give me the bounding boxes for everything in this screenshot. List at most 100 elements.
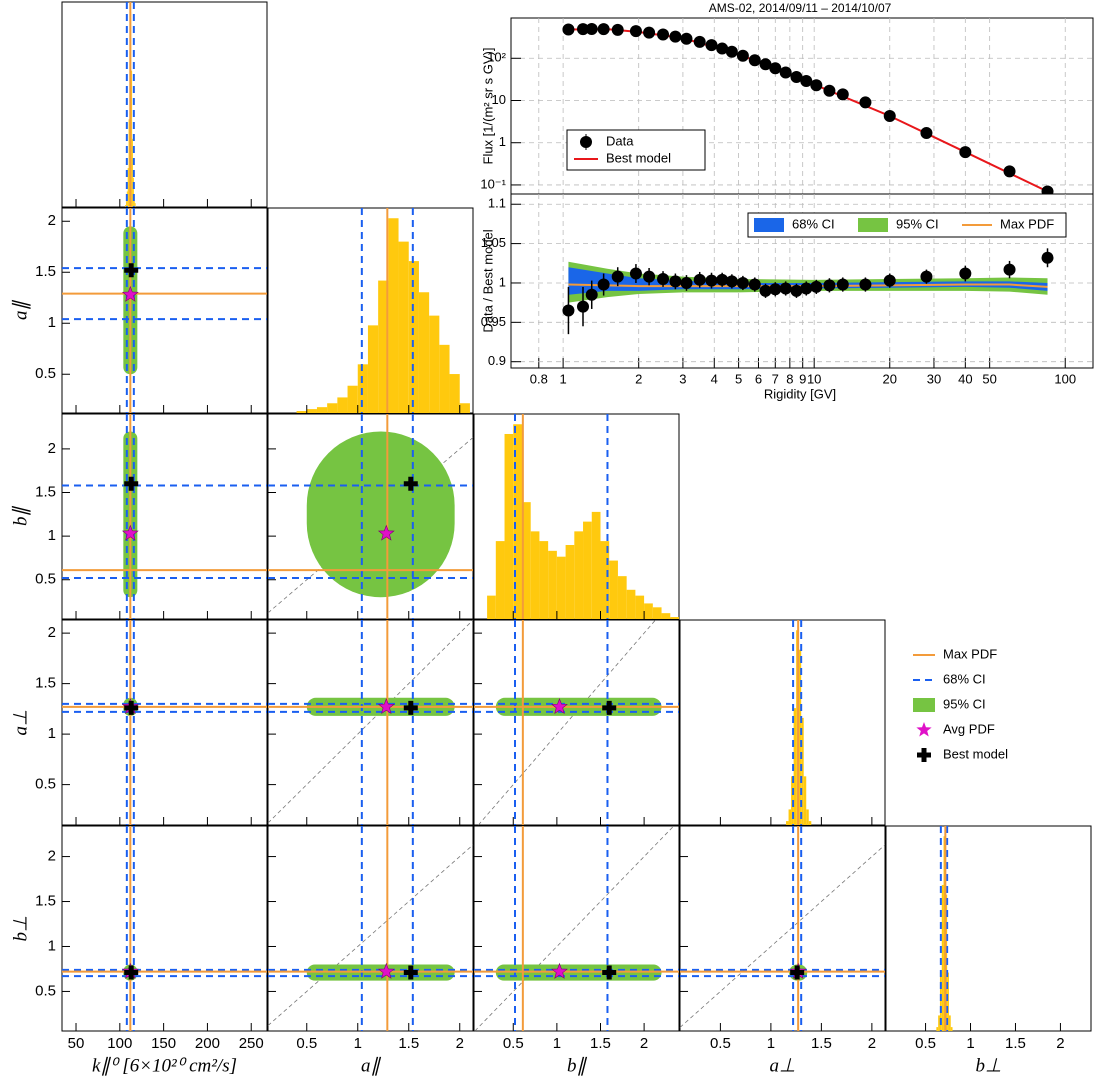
diagonal-guide [478,619,656,826]
x-tick-label: 40 [958,371,972,386]
y-tick-label: 0.5 [35,571,56,588]
data-point [836,88,849,101]
x-tick-label: 1 [560,371,567,386]
histogram-bar [459,403,470,413]
data-point [562,23,575,36]
y-tick-label: 1 [48,527,56,544]
data-point [716,273,729,286]
y-tick-label: 0.5 [35,365,56,382]
y-tick-label: 1.05 [481,235,506,250]
avg-pdf-marker [121,285,139,302]
data-point [1041,251,1054,264]
y-tick-label: 2 [48,440,56,457]
best-model-marker [124,263,139,278]
data-point [657,273,670,286]
avg-pdf-marker [377,524,395,541]
x-axis-label: a∥ [361,1055,382,1076]
data-point [716,42,729,55]
best-model-marker [403,965,418,980]
x-axis-label: a⊥ [769,1055,795,1076]
histogram-bar [600,541,610,619]
data-point [643,26,656,39]
data-point [790,71,803,84]
data-point [823,84,836,97]
legend-label: 68% CI [792,216,835,231]
y-tick-label: 0.5 [35,982,56,999]
y-tick-label: 1.5 [35,483,56,500]
data-point [759,58,772,71]
histogram-bar [306,409,317,413]
legend-box [566,129,706,171]
x-tick-label: 2 [456,1035,464,1052]
data-point [836,278,849,291]
data-point [643,270,656,283]
legend-swatch [913,698,935,712]
data-point [883,274,896,287]
histogram-bar [439,344,450,413]
data-point [562,304,575,317]
x-tick-label: 0.5 [710,1035,731,1052]
x-tick-label: 100 [107,1035,132,1052]
data-point [748,278,761,291]
histogram-bar [418,292,430,413]
panel [61,825,268,1032]
histogram-bar [530,531,540,619]
x-tick-label: 3 [679,371,686,386]
legend-label: Max PDF [943,646,997,661]
histogram-bar [801,717,804,825]
y-tick-label: 1 [48,937,56,954]
chart-title: AMS-02, 2014/09/11 – 2014/10/07 [709,1,892,15]
best-model-marker [403,700,418,715]
legend-swatch [754,218,784,232]
data-point [883,109,896,122]
histogram-bar [539,541,549,619]
x-tick-label: 9 [799,371,806,386]
x-tick-label: 2 [640,1035,648,1052]
histogram-bar [635,595,645,619]
data-point [920,270,933,283]
histogram-bar [788,809,792,825]
histogram-bar [556,556,566,619]
best-model-marker [602,700,617,715]
data-point [629,267,642,280]
histogram-bar [939,972,942,1031]
x-tick-label: 250 [239,1035,264,1052]
x-tick-label: 150 [151,1035,176,1052]
best-model-marker [124,476,139,491]
avg-pdf-marker [121,524,139,541]
legend-label: 68% CI [943,671,986,686]
data-point [577,300,590,313]
histogram-bar [591,511,601,619]
data-point [779,66,792,79]
best-model-marker [124,700,139,715]
histogram-bar [936,1027,939,1031]
legend-label: Best model [606,150,671,165]
histogram-bar [316,407,328,413]
histogram-bar [357,364,368,413]
legend-swatch [916,722,932,737]
histogram-bar [378,280,389,413]
y-axis-label: b⊥ [10,915,31,941]
data-point [790,284,803,297]
histogram-bar [617,576,627,619]
x-tick-label: 2 [868,1035,876,1052]
data-point [810,79,823,92]
data-point [693,35,706,48]
histogram-bar [337,397,348,413]
legend-swatch [858,218,888,232]
data-point [920,126,933,139]
data-point [680,32,693,45]
best-model-marker [790,965,805,980]
histogram-bar [134,203,136,207]
histogram-bar [128,119,130,207]
histogram-bar [487,595,496,619]
x-tick-label: 0.5 [296,1035,317,1052]
y-axis-label: a∥ [10,300,31,321]
data-point [1003,263,1016,276]
histogram-bar [125,201,127,207]
histogram-bar [803,776,807,825]
x-tick-label: 1.5 [811,1035,832,1052]
x-tick-label: 8 [786,371,793,386]
x-tick-label: 4 [711,371,718,386]
